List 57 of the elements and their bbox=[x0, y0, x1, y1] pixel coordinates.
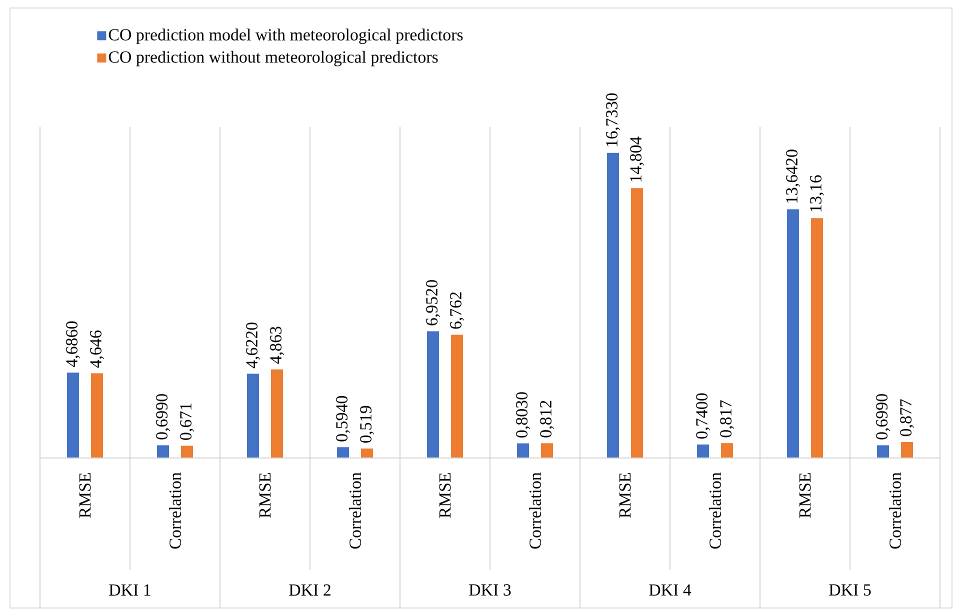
x-tick-label: RMSE bbox=[259, 473, 271, 518]
data-label: 4,646 bbox=[90, 330, 104, 368]
data-label: 4,863 bbox=[270, 326, 284, 364]
data-label: 0,817 bbox=[720, 400, 734, 438]
data-label: 14,804 bbox=[630, 136, 644, 182]
x-tick-label: RMSE bbox=[79, 473, 91, 518]
data-label: 6,9520 bbox=[426, 280, 440, 326]
data-label: 0,6990 bbox=[876, 394, 890, 440]
text: DKI 5 bbox=[829, 584, 871, 596]
data-label: 4,6220 bbox=[246, 322, 260, 368]
bar bbox=[427, 331, 440, 458]
data-label: 0,6990 bbox=[156, 394, 170, 440]
data-label: 0,8030 bbox=[516, 392, 530, 438]
bar bbox=[361, 448, 374, 458]
bar bbox=[247, 374, 260, 458]
bar bbox=[721, 443, 734, 458]
data-label: 0,877 bbox=[900, 399, 914, 436]
x-tick-label: RMSE bbox=[619, 473, 631, 518]
bar bbox=[901, 442, 914, 458]
bar bbox=[271, 369, 284, 458]
bar bbox=[337, 447, 350, 458]
bar bbox=[787, 209, 800, 458]
bar bbox=[157, 445, 170, 458]
bar bbox=[877, 445, 890, 458]
x-tick-label: Correlation bbox=[169, 472, 181, 549]
text: DKI 4 bbox=[649, 584, 692, 596]
data-label: 0,5940 bbox=[336, 396, 350, 442]
data-label: 0,519 bbox=[360, 406, 374, 443]
bar bbox=[541, 443, 554, 458]
data-label: 13,6420 bbox=[786, 150, 800, 203]
bar bbox=[181, 446, 194, 458]
bar bbox=[67, 372, 79, 458]
data-label: 0,671 bbox=[180, 403, 194, 440]
bar bbox=[631, 188, 644, 458]
bar bbox=[451, 334, 464, 458]
text: DKI 3 bbox=[469, 584, 511, 596]
x-tick-label: Correlation bbox=[709, 472, 721, 549]
bar bbox=[811, 218, 824, 458]
x-tick-label: RMSE bbox=[799, 473, 811, 518]
bar bbox=[607, 152, 620, 458]
bar bbox=[517, 443, 530, 458]
text: DKI 1 bbox=[109, 584, 150, 596]
data-label: 0,7400 bbox=[696, 393, 710, 439]
data-label: 16,7330 bbox=[606, 93, 620, 146]
data-label: 0,812 bbox=[540, 400, 554, 438]
data-label: 6,762 bbox=[450, 292, 464, 329]
x-tick-label: RMSE bbox=[439, 473, 451, 518]
bar bbox=[91, 373, 104, 458]
x-tick-label: Correlation bbox=[349, 472, 361, 549]
data-label: 13,16 bbox=[810, 175, 824, 212]
data-label: 4,6860 bbox=[66, 321, 80, 368]
x-tick-label: Correlation bbox=[889, 472, 901, 549]
x-tick-label: Correlation bbox=[529, 472, 541, 549]
legend-label: CO prediction model with meteorological predictors bbox=[108, 28, 463, 44]
legend-label: CO prediction without meteorological predictors bbox=[108, 50, 438, 66]
text: DKI 2 bbox=[289, 584, 330, 596]
bar bbox=[697, 444, 710, 458]
